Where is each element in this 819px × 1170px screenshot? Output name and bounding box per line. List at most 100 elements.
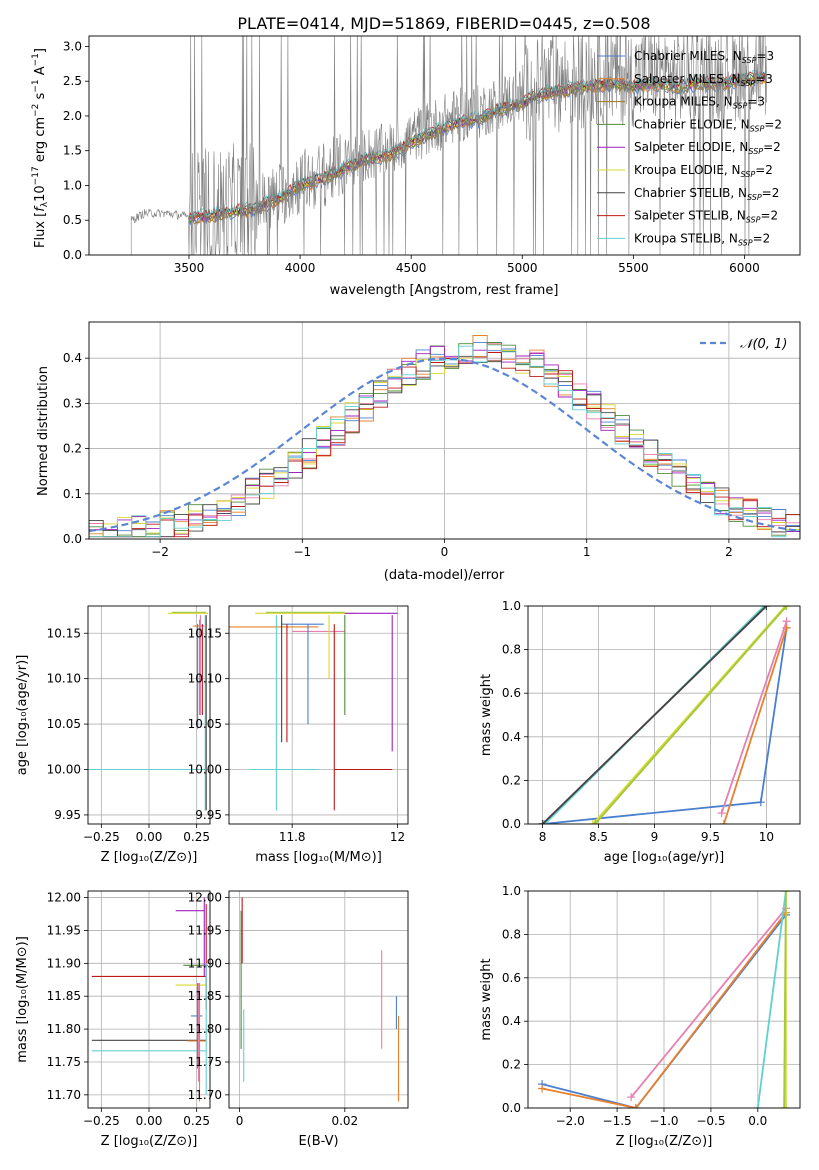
legend-label: Kroupa MILES, NSSP=3 [634,95,765,111]
x-tick-label: 8 [539,830,547,844]
weight-line [594,606,788,824]
residual-xlabel: (data-model)/error [384,568,505,583]
y-tick-label: 3.0 [63,39,82,53]
spectrum-ylabel: Flux [fλ10−17 erg cm−2 s−1 A−1] [31,48,50,248]
weight-vs-age-ylabel: mass weight [479,674,494,756]
x-tick-label: −0.25 [83,830,120,844]
y-tick-label: 0.4 [502,1014,521,1028]
x-tick-label: −1.0 [649,1114,678,1128]
x-tick-label: −2.0 [556,1114,585,1128]
y-tick-label: 11.85 [47,989,81,1003]
y-tick-label: 1.0 [502,884,521,898]
y-tick-label: 11.70 [47,1088,81,1102]
weight-line [541,606,768,824]
mass-vs-Z-frame [87,890,211,1109]
spectrum-ticks: 3500 4000 4500 5000 5500 6000 0.0 0.5 1.0 1.5 2.0 2… [63,39,760,275]
y-tick-label: 12.00 [47,891,81,905]
mass-vs-ebv-panel: 0 0.02 11.70 11.75 11.80 11.85 11.90 11.95 12.00… [188,890,409,1149]
legend-label: Kroupa STELIB, NSSP=2 [634,231,770,247]
weight-line [592,606,787,824]
age-vs-Z-ylabel: age [log₁₀(age/yr)] [15,655,30,776]
weight-line [723,627,788,824]
y-tick-label: 0.1 [63,487,82,501]
y-tick-label: 1.0 [63,178,82,192]
x-tick-label: 0 [236,1114,244,1128]
age-vs-mass-marks [229,611,398,811]
residual-ylabel: Normed distribution [36,366,51,496]
mass-vs-Z-marks [91,897,209,1102]
y-tick-label: 0.0 [502,817,521,831]
weight-marker [717,809,726,818]
y-tick-label: 0.4 [502,730,521,744]
residual-panel: −2 −1 0 1 2 0.0 0.1 0.2 0.3 0.4 (data-model)/erro… [36,321,801,583]
age-vs-mass-panel: 11.8 12 9.95 10.00 10.05 10.10 10.15 mass [log₁… [188,605,409,865]
weight-vs-Z-ylabel: mass weight [479,958,494,1040]
x-tick-label: 0.00 [136,1114,163,1128]
y-tick-label: 2.5 [63,74,82,88]
y-tick-label: 0.5 [63,213,82,227]
y-tick-label: 1.0 [502,599,521,613]
weight-marker [781,1104,790,1108]
age-vs-mass-frame [228,605,409,825]
x-tick-label: 4500 [396,261,427,275]
x-tick-label: −1.5 [603,1114,632,1128]
weight-line [720,621,788,814]
y-tick-label: 0.8 [502,927,521,941]
weight-marker [781,891,790,895]
x-tick-label: 0 [441,545,449,559]
age-vs-mass-ticks: 11.8 12 9.95 10.00 10.05 10.10 10.15 [188,626,405,844]
age-vs-Z-panel: −0.25 0.00 0.25 9.95 10.00 10.05 10.10 10.15 Z [… [15,605,211,865]
spectrum-legend: Chabrier MILES, NSSP=3 Salpeter MILES, NS… [597,49,782,247]
x-tick-label: −0.25 [83,1114,120,1128]
y-tick-label: 0.8 [502,643,521,657]
y-tick-label: 12.00 [188,891,222,905]
y-tick-label: 9.95 [54,808,81,822]
weight-vs-Z-marks [538,891,790,1108]
legend-label: Kroupa ELODIE, NSSP=2 [634,163,773,179]
y-tick-label: 11.95 [47,923,81,937]
weight-vs-Z-panel: −2.0 −1.5 −1.0 −0.5 0.0 0.0 0.2 0.4 0.6 0.8 1.0 Z [… [479,884,801,1149]
x-tick-label: 0.00 [136,830,163,844]
x-tick-label: −1 [293,545,311,559]
y-tick-label: 10.10 [188,672,222,686]
y-tick-label: 0.3 [63,396,82,410]
age-vs-mass-xlabel: mass [log₁₀(M/M⊙)] [255,850,382,865]
legend-label: Salpeter ELODIE, NSSP=2 [634,140,781,156]
x-tick-label: 10 [759,830,774,844]
spectrum-panel: PLATE=0414, MJD=51869, FIBERID=0445, z=0… [31,14,801,298]
y-tick-label: 10.05 [188,717,222,731]
y-tick-label: 0.0 [63,248,82,262]
residual-plot-area [88,321,801,540]
weight-vs-age-frame [527,605,801,825]
residual-ticks: −2 −1 0 1 2 0.0 0.1 0.2 0.3 0.4 [63,351,733,559]
weight-vs-Z-ticks: −2.0 −1.5 −1.0 −0.5 0.0 0.0 0.2 0.4 0.6 0.8 1.0 [502,884,767,1128]
y-tick-label: 0.2 [502,773,521,787]
x-tick-label: −2 [151,545,169,559]
x-tick-label: 12 [390,830,405,844]
mass-vs-ebv-frame [228,890,409,1109]
mass-vs-ebv-ticks: 0 0.02 11.70 11.75 11.80 11.85 11.90 11.95 12.00 [188,891,359,1128]
y-tick-label: 0.2 [502,1058,521,1072]
x-tick-label: 1 [583,545,591,559]
normal-legend-label: 𝒩(0, 1) [740,337,787,352]
mass-vs-Z-xlabel: Z [log₁₀(Z/Z⊙)] [101,1134,198,1149]
y-tick-label: 11.90 [188,956,222,970]
legend-label: Chabrier ELODIE, NSSP=2 [634,117,782,133]
y-tick-label: 11.80 [47,1022,81,1036]
spectrum-plot-area [88,35,801,256]
observed-spectrum [130,36,767,255]
weight-vs-age-ticks: 8 8.5 9 9.5 10 0.0 0.2 0.4 0.6 0.8 1.0 [502,599,774,844]
x-tick-label: 8.5 [589,830,608,844]
x-tick-label: 9.5 [701,830,720,844]
legend-label: Chabrier STELIB, NSSP=2 [634,186,779,202]
y-tick-label: 1.5 [63,144,82,158]
x-tick-label: 0.25 [183,830,210,844]
spectrum-marks [130,36,767,255]
weight-vs-Z-frame [527,890,801,1109]
age-vs-Z-xlabel: Z [log₁₀(Z/Z⊙)] [101,850,198,865]
weight-marker [591,820,600,824]
x-tick-label: 6000 [729,261,760,275]
legend-label: Salpeter MILES, NSSP=3 [634,72,773,88]
y-tick-label: 0.6 [502,971,521,985]
x-tick-label: 0.02 [331,1114,358,1128]
